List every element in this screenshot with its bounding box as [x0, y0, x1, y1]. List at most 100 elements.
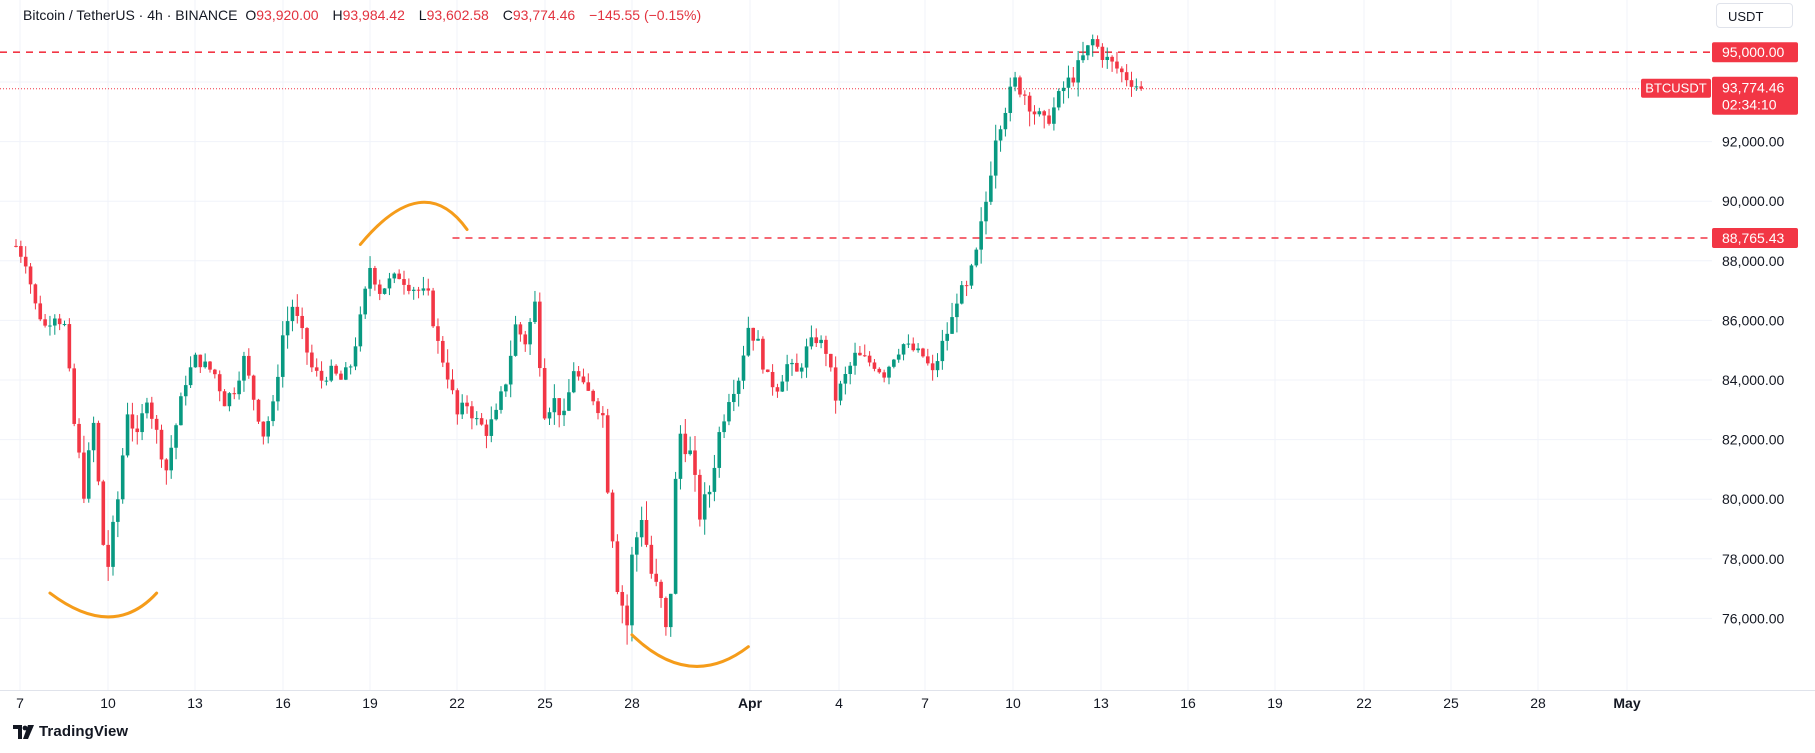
- candle: [159, 424, 164, 468]
- price-tick-label: 90,000.00: [1722, 193, 1784, 209]
- candle: [441, 336, 445, 368]
- candle-body: [926, 356, 930, 364]
- candle: [426, 278, 431, 296]
- candle: [106, 530, 110, 581]
- candle-body: [305, 328, 309, 353]
- candle: [567, 379, 571, 412]
- candle-body: [441, 340, 445, 363]
- candle-body: [620, 591, 625, 606]
- candle: [23, 246, 28, 274]
- currency-button[interactable]: USDT: [1716, 3, 1793, 28]
- candle-body: [57, 318, 62, 325]
- candle: [722, 414, 726, 439]
- candle-body: [824, 339, 828, 354]
- candle: [489, 406, 494, 443]
- candle-body: [1124, 72, 1129, 81]
- candle-body: [72, 368, 76, 424]
- candle: [33, 283, 38, 310]
- candle: [896, 348, 901, 363]
- candle: [858, 345, 862, 356]
- candle: [397, 269, 401, 280]
- candle-body: [959, 285, 964, 304]
- candle: [867, 351, 872, 367]
- candle: [261, 421, 266, 445]
- candle: [538, 292, 542, 377]
- candle-body: [664, 597, 668, 628]
- candle-body: [28, 266, 33, 285]
- candle: [208, 360, 212, 373]
- chart-annotations: [48, 200, 750, 668]
- candle: [1037, 107, 1042, 117]
- candle-body: [1095, 39, 1100, 47]
- candle: [761, 336, 765, 374]
- candle: [984, 191, 988, 235]
- level-price-label: 88,765.43: [1722, 230, 1784, 246]
- time-tick-label: 7: [921, 695, 929, 711]
- candle-body: [159, 429, 164, 460]
- open-value: O93,920.00: [245, 7, 319, 23]
- time-tick-label: 13: [1093, 695, 1109, 711]
- candle-body: [683, 433, 688, 455]
- level-price-tag: [1712, 227, 1798, 248]
- candle: [814, 328, 819, 347]
- symbol-tag-label: BTCUSDT: [1645, 81, 1706, 96]
- candle-body: [339, 373, 343, 380]
- candle-body: [688, 450, 692, 455]
- candle-body: [62, 324, 67, 326]
- candle: [135, 415, 140, 445]
- candle-body: [930, 363, 935, 371]
- candle: [310, 344, 314, 373]
- candle-body: [882, 372, 886, 378]
- candle-body: [169, 447, 173, 471]
- tradingview-logo[interactable]: TradingView: [13, 723, 128, 740]
- candle: [712, 454, 717, 502]
- candle: [188, 356, 193, 389]
- candle: [193, 352, 198, 368]
- candle: [280, 321, 285, 388]
- candle-body: [416, 289, 421, 291]
- candle-body: [765, 369, 770, 372]
- candle: [290, 299, 295, 332]
- candle-body: [280, 335, 285, 377]
- candle-body: [1037, 111, 1042, 115]
- candle: [654, 558, 658, 587]
- candle-body: [625, 605, 629, 626]
- time-tick-label: 19: [362, 695, 378, 711]
- candle-body: [1110, 56, 1114, 62]
- candle-body: [862, 355, 867, 357]
- candle: [698, 469, 702, 527]
- candle: [164, 458, 169, 485]
- time-tick-label: 25: [537, 695, 553, 711]
- candle: [86, 442, 91, 503]
- candle-body: [82, 452, 86, 499]
- time-tick-label: 28: [1530, 695, 1546, 711]
- time-tick-label: 13: [187, 695, 203, 711]
- price-tags: 95,000.00 88,765.43 BTCUSDT 93,774.4602:34:…: [1641, 42, 1798, 248]
- candle: [732, 379, 736, 412]
- candle: [368, 256, 372, 297]
- candle: [334, 364, 338, 376]
- candle-body: [610, 492, 615, 542]
- time-tick-label: 28: [624, 695, 640, 711]
- candle-body: [887, 366, 891, 378]
- candle-body: [872, 362, 877, 369]
- annotation-arc: [48, 591, 159, 619]
- candle-body: [635, 537, 639, 555]
- candle: [348, 364, 353, 375]
- candle: [562, 398, 566, 427]
- candle: [945, 322, 949, 351]
- candle: [450, 369, 455, 395]
- time-tick-label: 10: [1005, 695, 1021, 711]
- candle: [552, 384, 557, 425]
- candle-body: [596, 401, 600, 414]
- candle-body: [581, 376, 586, 383]
- candle: [48, 315, 52, 336]
- candle: [402, 270, 406, 295]
- candle: [848, 361, 852, 385]
- candle: [382, 288, 387, 295]
- candle: [601, 406, 605, 428]
- candle: [887, 365, 891, 385]
- candle-body: [392, 273, 397, 279]
- candle-body: [460, 402, 464, 415]
